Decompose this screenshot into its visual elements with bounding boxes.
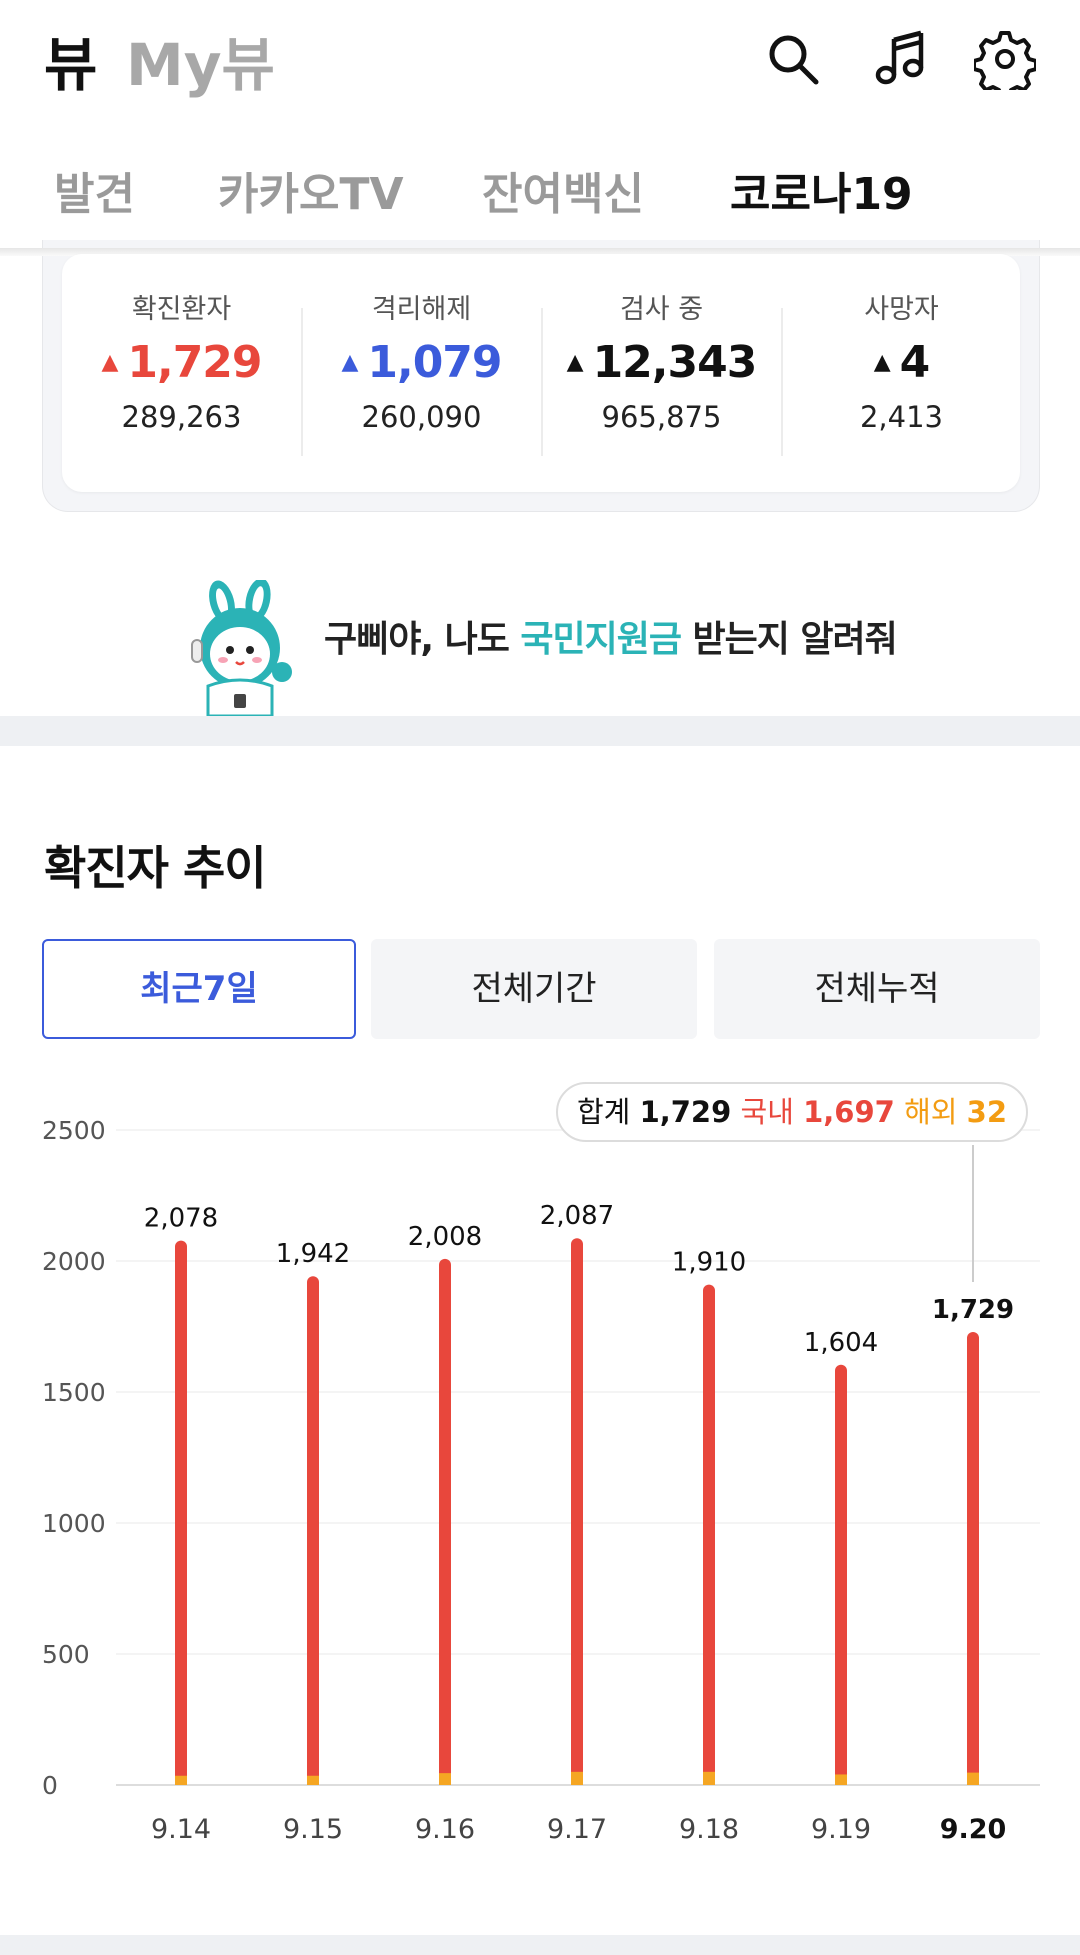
bar-overseas <box>703 1771 715 1785</box>
bar-value-label: 2,008 <box>408 1222 482 1252</box>
confirmed-trend-chart: 0 500 1000 1500 2000 2500 2,078 9.14 1,942 9.15 2,… <box>0 1060 1080 1860</box>
tab-bar-shadow <box>0 248 1080 256</box>
stat-delta-value: 1,729 <box>127 337 262 388</box>
stat-total: 965,875 <box>601 400 722 434</box>
x-tick-label: 9.15 <box>283 1814 343 1845</box>
y-tick-label: 1000 <box>42 1509 106 1538</box>
support-fund-banner[interactable]: 구삐야, 나도 국민지원금 받는지 알려줘 <box>0 560 1080 718</box>
y-tick-label: 2500 <box>42 1116 106 1145</box>
filter-recent-7-days-button[interactable]: 최근7일 <box>42 939 356 1039</box>
stat-label: 확진환자 <box>131 294 232 325</box>
section-divider <box>0 716 1080 746</box>
bar-value-label: 1,910 <box>672 1248 746 1278</box>
stat-total: 289,263 <box>121 400 242 434</box>
up-arrow-icon: ▲ <box>341 350 358 375</box>
x-tick-label: 9.16 <box>415 1814 475 1845</box>
up-arrow-icon: ▲ <box>873 350 891 375</box>
bar-value-label: 1,942 <box>276 1239 350 1269</box>
stat-delta: ▲ 1,729 <box>62 330 301 396</box>
bar-overseas <box>307 1775 319 1785</box>
bar-overseas <box>175 1775 187 1785</box>
bar-value-label: 1,604 <box>804 1328 878 1358</box>
section-title: 확진자 추이 <box>44 841 267 895</box>
filter-full-period-button[interactable]: 전체기간 <box>371 939 697 1039</box>
bar-value-label: 2,087 <box>540 1201 614 1231</box>
bar-domestic <box>439 1258 451 1785</box>
bar-domestic <box>703 1284 715 1785</box>
stat-confirmed: 확진환자 ▲ 1,729 289,263 <box>62 290 301 438</box>
stat-label: 격리해제 <box>371 294 472 325</box>
tooltip-domestic-value: 1,697 <box>803 1095 895 1129</box>
bottom-divider <box>0 1935 1080 1955</box>
main-tab-bar: 발견 카카오TV 잔여백신 코로나19 <box>0 140 1080 250</box>
stat-deaths: 사망자 ▲ 4 2,413 <box>782 290 1021 438</box>
x-tick-label: 9.19 <box>811 1814 871 1845</box>
bar-value-label: 1,729 <box>932 1295 1014 1325</box>
stat-total: 2,413 <box>859 400 944 434</box>
bar-domestic <box>835 1364 847 1785</box>
tab-kakao-tv[interactable]: 카카오TV <box>218 169 404 220</box>
covid-stats-card: 확진환자 ▲ 1,729 289,263 격리해제 ▲ 1,079 260,090 … <box>62 254 1020 492</box>
stat-divider <box>781 308 783 456</box>
bar-overseas <box>571 1771 583 1785</box>
banner-text-after: 받는지 알려줘 <box>680 619 897 660</box>
tab-leftover-vaccine[interactable]: 잔여백신 <box>482 169 644 220</box>
banner-text-highlight: 국민지원금 <box>520 619 682 660</box>
chart-tooltip: 합계 1,729 국내 1,697 해외 32 <box>556 1082 1028 1142</box>
music-note-icon[interactable] <box>868 28 930 90</box>
x-tick-label: 9.18 <box>679 1814 739 1845</box>
bar-domestic <box>967 1332 979 1785</box>
bar-value-label: 2,078 <box>144 1204 218 1234</box>
stat-divider <box>301 308 303 456</box>
tooltip-domestic-label: 국내 <box>740 1095 794 1129</box>
banner-text-before: 구삐야, 나도 <box>324 619 521 660</box>
search-icon[interactable] <box>762 28 824 90</box>
stat-divider <box>541 308 543 456</box>
logo-my-view[interactable]: My뷰 <box>126 31 275 99</box>
bar-domestic <box>571 1238 583 1785</box>
x-tick-label: 9.20 <box>940 1814 1007 1845</box>
up-arrow-icon: ▲ <box>101 350 118 375</box>
stat-released: 격리해제 ▲ 1,079 260,090 <box>302 290 541 438</box>
app-header: 뷰 My뷰 <box>0 0 1080 120</box>
tooltip-overseas-label: 해외 <box>904 1095 958 1129</box>
gear-icon[interactable] <box>974 28 1036 90</box>
tab-discover[interactable]: 발견 <box>54 169 135 220</box>
stat-delta: ▲ 4 <box>782 330 1021 396</box>
stat-delta-value: 1,079 <box>367 337 502 388</box>
stat-label: 검사 중 <box>619 294 704 325</box>
logo-view[interactable]: 뷰 <box>44 31 98 99</box>
tooltip-total-label: 합계 <box>576 1095 631 1129</box>
stat-total: 260,090 <box>361 400 482 434</box>
bar-overseas <box>835 1774 847 1785</box>
mascot-character-image <box>178 578 308 718</box>
tooltip-overseas-value: 32 <box>966 1095 1008 1129</box>
bar-domestic <box>175 1240 187 1785</box>
tab-covid19[interactable]: 코로나19 <box>730 169 913 220</box>
chart-canvas: 0 500 1000 1500 2000 2500 2,078 9.14 1,942 9.15 2,… <box>42 1116 1040 1845</box>
bar-overseas <box>439 1773 451 1785</box>
up-arrow-icon: ▲ <box>566 350 584 375</box>
stat-delta: ▲ 12,343 <box>542 330 781 396</box>
y-tick-label: 1500 <box>42 1378 106 1407</box>
stat-delta: ▲ 1,079 <box>302 330 541 396</box>
x-tick-label: 9.14 <box>151 1814 211 1845</box>
stat-testing: 검사 중 ▲ 12,343 965,875 <box>542 290 781 438</box>
filter-cumulative-button[interactable]: 전체누적 <box>714 939 1040 1039</box>
y-tick-label: 0 <box>42 1771 58 1800</box>
bar-domestic <box>307 1276 319 1785</box>
stat-delta-value: 4 <box>899 337 931 388</box>
bar-overseas <box>967 1772 979 1785</box>
y-tick-label: 2000 <box>42 1247 106 1276</box>
y-tick-label: 500 <box>42 1640 90 1669</box>
stat-delta-value: 12,343 <box>592 337 758 388</box>
tooltip-total-value: 1,729 <box>639 1095 732 1129</box>
stat-label: 사망자 <box>864 294 939 325</box>
banner-text: 구삐야, 나도 국민지원금 받는지 알려줘 <box>324 610 898 662</box>
x-tick-label: 9.17 <box>547 1814 607 1845</box>
